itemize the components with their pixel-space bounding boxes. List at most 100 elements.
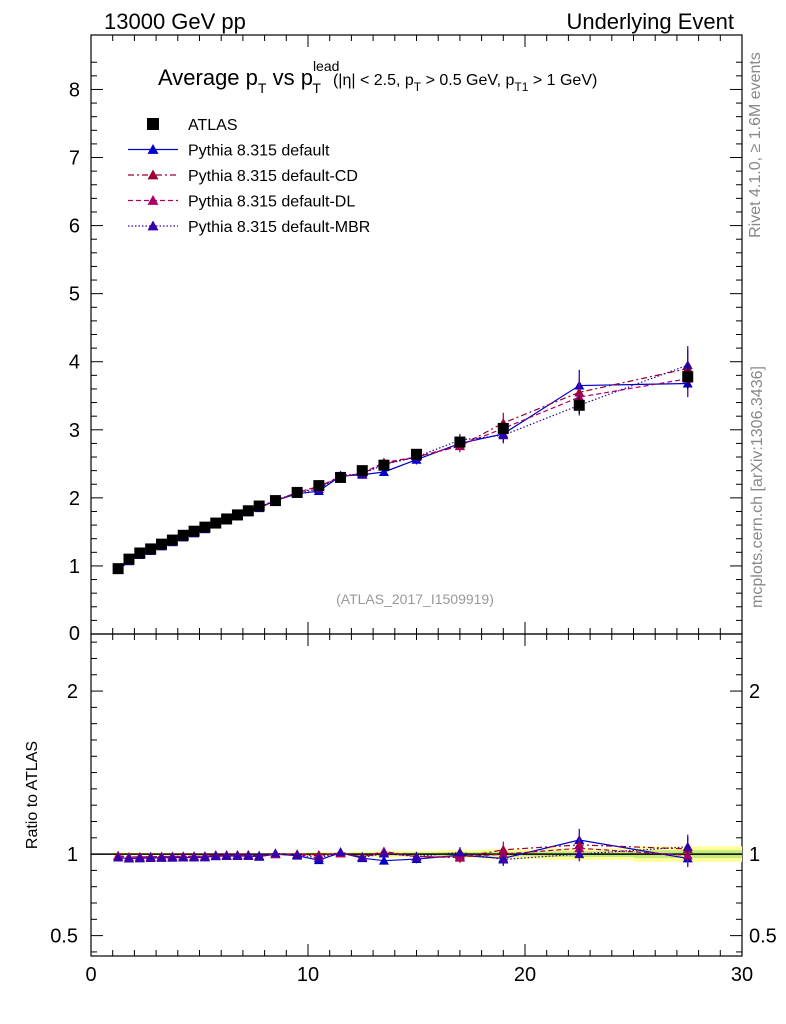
ratio-series xyxy=(113,828,693,868)
main-series xyxy=(112,346,694,575)
header-left: 13000 GeV pp xyxy=(104,9,246,34)
data-point xyxy=(497,422,509,434)
ratio-point xyxy=(270,848,281,858)
data-point xyxy=(313,480,325,492)
ratio-point xyxy=(254,850,265,860)
series-0 xyxy=(112,364,694,575)
legend-marker xyxy=(147,195,159,205)
ratio-tick-label: 2 xyxy=(67,681,78,703)
ratio-point xyxy=(232,850,243,860)
legend-label: Pythia 8.315 default-MBR xyxy=(188,219,370,236)
x-tick-label: 30 xyxy=(731,964,753,986)
legend-marker xyxy=(147,144,159,154)
y-tick-label: 1 xyxy=(69,556,80,578)
data-point xyxy=(356,465,368,477)
y-tick-label: 5 xyxy=(69,284,80,306)
legend: ATLAS Pythia 8.315 default Pythia 8.315 de… xyxy=(128,117,370,236)
ratio-tick-label-right: 0.5 xyxy=(749,926,777,948)
title-sub-t: T xyxy=(258,80,267,96)
legend-label: Pythia 8.315 default xyxy=(188,143,330,160)
y-tick-label: 6 xyxy=(69,216,80,238)
data-point xyxy=(573,399,585,411)
title-cuts-b: > 0.5 GeV, p xyxy=(421,72,514,89)
ratio-point xyxy=(454,847,465,857)
x-tick-label: 10 xyxy=(297,964,319,986)
y-tick-label: 2 xyxy=(69,488,80,510)
data-point xyxy=(269,495,281,507)
data-point xyxy=(112,563,124,575)
title-cuts-sub-t: T xyxy=(414,80,422,94)
ratio-series-1 xyxy=(113,828,693,868)
y-tick-label: 4 xyxy=(69,352,80,374)
ratio-point xyxy=(378,855,389,865)
title-main: Average p xyxy=(158,65,258,90)
ratio-point xyxy=(335,846,346,856)
data-point xyxy=(134,547,146,559)
ratio-tick-label-right: 2 xyxy=(749,681,760,703)
ratio-point xyxy=(134,853,145,863)
data-point xyxy=(166,534,178,546)
y-tick-label-zero: 0 xyxy=(69,623,80,645)
ratio-point xyxy=(210,851,221,861)
ratio-tick-label-right: 1 xyxy=(749,844,760,866)
ratio-point xyxy=(313,852,324,862)
data-point xyxy=(242,505,254,517)
ratio-point xyxy=(156,852,167,862)
legend-label: Pythia 8.315 default-DL xyxy=(188,194,355,211)
x-tick-label: 20 xyxy=(514,964,536,986)
series-line xyxy=(117,378,688,570)
data-point xyxy=(253,500,265,512)
rivet-label: Rivet 4.1.0, ≥ 1.6M events xyxy=(747,52,764,238)
data-point xyxy=(378,459,390,471)
series-line xyxy=(117,364,688,571)
axis-ticks: 0 10 20 30 1 2 3 4 5 6 7 8 0 0.5 0.5 1 1 2 2 xyxy=(50,35,777,986)
ratio-point xyxy=(113,852,124,862)
data-point xyxy=(156,538,168,550)
ratio-point xyxy=(357,852,368,862)
data-point xyxy=(145,543,157,555)
data-point xyxy=(454,436,466,448)
y-tick-label: 8 xyxy=(69,79,80,101)
ratio-point xyxy=(199,852,210,862)
title-sub-t2: T xyxy=(312,80,321,96)
ratio-ylabel: Ratio to ATLAS xyxy=(24,741,41,849)
ratio-point xyxy=(178,852,189,862)
data-point xyxy=(682,371,694,383)
ratio-point xyxy=(145,853,156,863)
plot-title: Average pT vs plead T (|η| < 2.5, pT > 0.5… xyxy=(158,58,597,96)
data-point xyxy=(231,509,243,521)
title-cuts-a: (|η| < 2.5, p xyxy=(333,72,414,89)
title-sup-lead: lead xyxy=(313,58,339,74)
series-line xyxy=(117,382,688,571)
data-point xyxy=(291,486,303,498)
header-right: Underlying Event xyxy=(566,9,734,34)
data-point xyxy=(411,448,422,460)
ratio-point xyxy=(221,851,232,861)
ratio-point xyxy=(189,852,200,862)
ratio-point xyxy=(378,848,389,858)
ratio-point xyxy=(292,849,303,859)
ratio-tick-label: 0.5 xyxy=(50,926,78,948)
x-tick-label: 0 xyxy=(85,964,96,986)
data-point xyxy=(188,525,200,537)
ratio-point xyxy=(167,852,178,862)
legend-marker-data xyxy=(147,118,159,130)
data-point xyxy=(199,521,211,533)
ratio-series-4 xyxy=(113,834,693,866)
title-cuts-c: > 1 GeV) xyxy=(528,72,597,89)
ratio-point xyxy=(243,850,254,860)
legend-marker xyxy=(147,220,159,231)
mc-point xyxy=(378,466,389,476)
y-tick-label: 3 xyxy=(69,420,80,442)
y-tick-label: 7 xyxy=(69,148,80,170)
legend-label: Pythia 8.315 default-CD xyxy=(188,168,358,185)
ratio-point xyxy=(411,851,422,861)
series-line xyxy=(117,367,688,570)
ratio-frame xyxy=(90,633,743,957)
series-2 xyxy=(113,349,693,574)
ratio-point xyxy=(498,854,509,864)
ratio-point xyxy=(574,849,585,859)
data-point xyxy=(221,513,233,525)
series-4 xyxy=(113,346,693,575)
